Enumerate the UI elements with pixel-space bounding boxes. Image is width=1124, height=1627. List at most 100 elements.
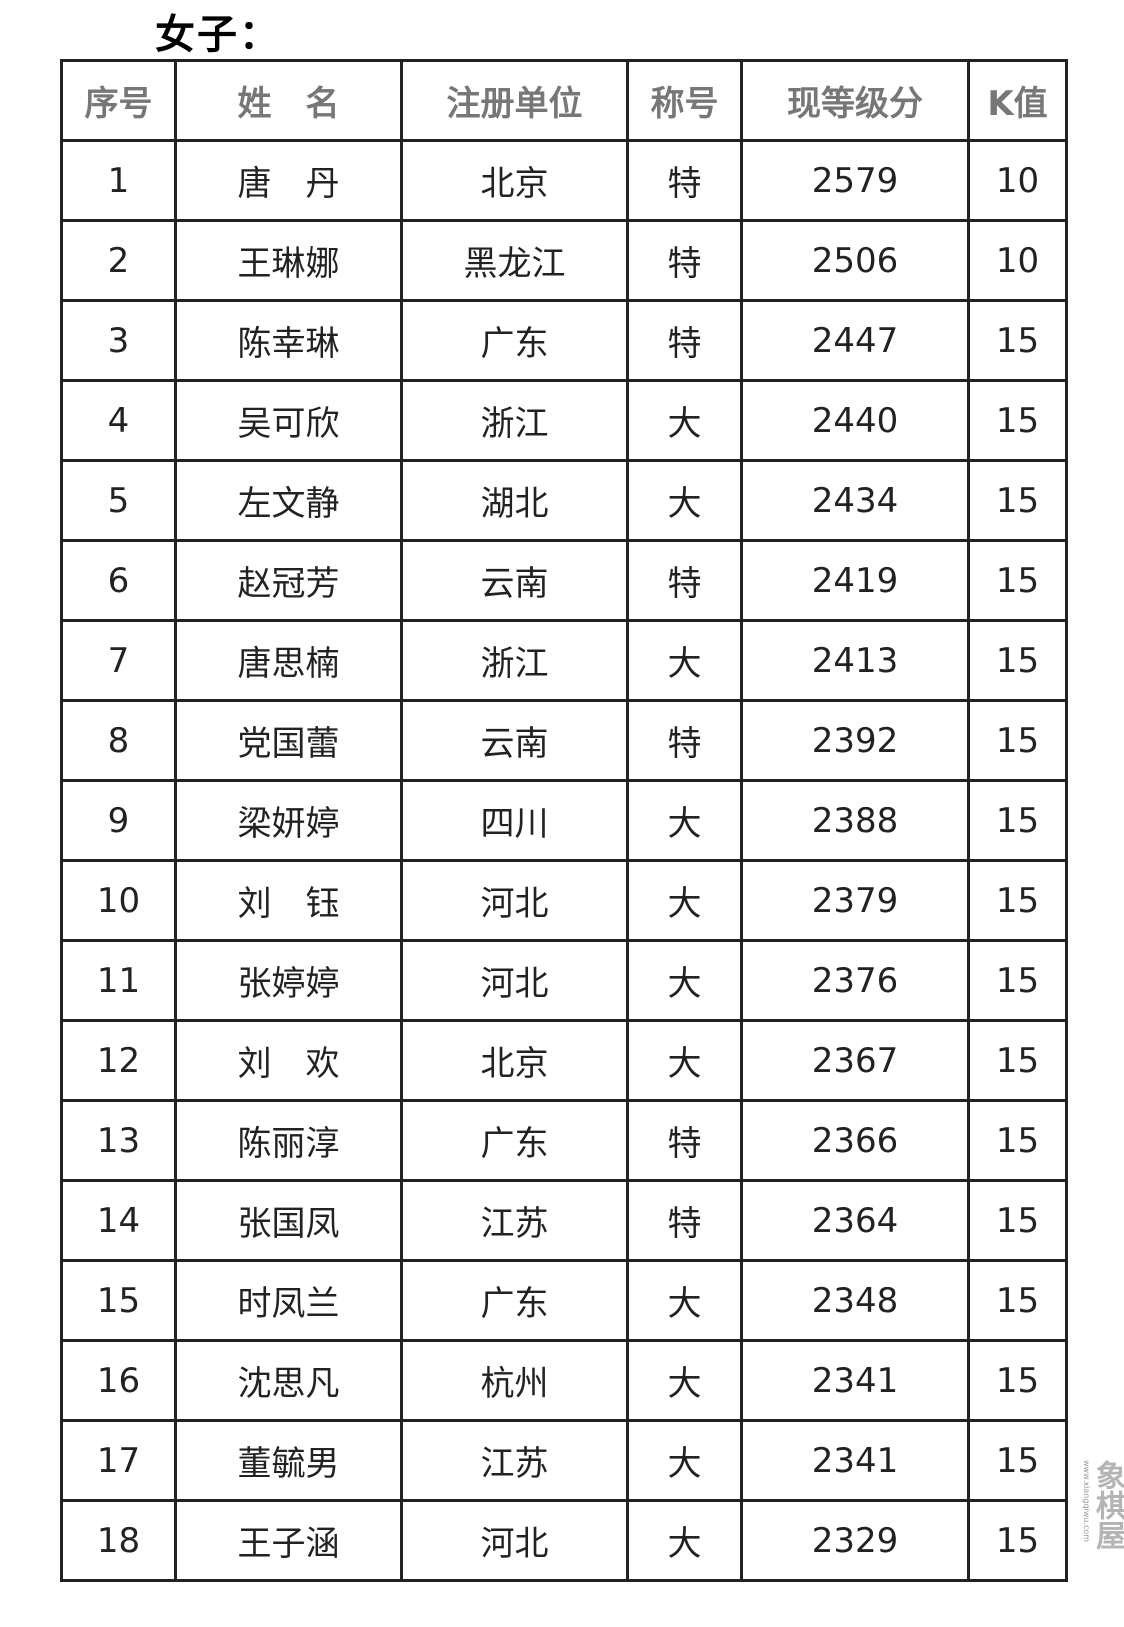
cell-k-value: 15 (967, 1179, 1068, 1262)
cell-name: 梁妍婷 (174, 779, 403, 862)
cell-title: 大 (626, 379, 743, 462)
table-row: 12 刘 欢北京大 2367 15 (60, 1019, 1068, 1102)
table-row: 9 梁妍婷 四川大 2388 15 (60, 779, 1068, 862)
cell-rating: 2341 (740, 1419, 970, 1502)
cell-k-value: 15 (967, 859, 1068, 942)
table-row: 14 张国凤 江苏特 2364 15 (60, 1179, 1068, 1262)
cell-name: 张国凤 (174, 1179, 403, 1262)
cell-name: 陈丽淳 (174, 1099, 403, 1182)
cell-rating: 2434 (740, 459, 970, 542)
table-row: 6 赵冠芳 云南特 2419 15 (60, 539, 1068, 622)
table-row: 4 吴可欣 浙江大 2440 15 (60, 379, 1068, 462)
cell-rank: 8 (60, 699, 177, 782)
cell-title: 特 (626, 139, 743, 222)
cell-name: 吴可欣 (174, 379, 403, 462)
cell-k-value: 15 (967, 459, 1068, 542)
watermark-logo: 象棋屋 www.xiangqiwu.com (1074, 1460, 1124, 1550)
cell-rating: 2447 (740, 299, 970, 382)
cell-rank: 18 (60, 1499, 177, 1582)
cell-rating: 2579 (740, 139, 970, 222)
cell-name: 王琳娜 (174, 219, 403, 302)
cell-unit: 浙江 (400, 379, 629, 462)
cell-unit: 四川 (400, 779, 629, 862)
table-row: 11 张婷婷 河北大 2376 15 (60, 939, 1068, 1022)
table-header-row: 序号姓 名注册单位 称号 现等级分 K值 (60, 59, 1068, 142)
cell-name: 沈思凡 (174, 1339, 403, 1422)
cell-title: 大 (626, 619, 743, 702)
cell-title: 特 (626, 539, 743, 622)
cell-rank: 15 (60, 1259, 177, 1342)
cell-rating: 2419 (740, 539, 970, 622)
cell-unit: 杭州 (400, 1339, 629, 1422)
table-row: 13 陈丽淳 广东特 2366 15 (60, 1099, 1068, 1182)
cell-rating: 2367 (740, 1019, 970, 1102)
cell-rating: 2413 (740, 619, 970, 702)
cell-name: 刘 钰 (174, 859, 403, 942)
cell-title: 特 (626, 699, 743, 782)
cell-unit: 河北 (400, 1499, 629, 1582)
cell-rank: 13 (60, 1099, 177, 1182)
cell-name: 张婷婷 (174, 939, 403, 1022)
cell-unit: 河北 (400, 859, 629, 942)
table-row: 10 刘 钰河北大 2379 15 (60, 859, 1068, 942)
cell-title: 大 (626, 1259, 743, 1342)
cell-rating: 2506 (740, 219, 970, 302)
watermark-url: www.xiangqiwu.com (1082, 1460, 1091, 1542)
cell-title: 特 (626, 299, 743, 382)
table-row: 3 陈幸琳 广东特 2447 15 (60, 299, 1068, 382)
cell-unit: 北京 (400, 139, 629, 222)
cell-k-value: 15 (967, 779, 1068, 862)
cell-title: 特 (626, 1099, 743, 1182)
cell-unit: 云南 (400, 539, 629, 622)
column-header-rank: 序号 (60, 59, 177, 142)
table-row: 2 王琳娜 黑龙江特 2506 10 (60, 219, 1068, 302)
cell-title: 大 (626, 1419, 743, 1502)
cell-rating: 2388 (740, 779, 970, 862)
cell-k-value: 15 (967, 699, 1068, 782)
cell-rank: 16 (60, 1339, 177, 1422)
cell-title: 大 (626, 779, 743, 862)
cell-rank: 12 (60, 1019, 177, 1102)
cell-rank: 17 (60, 1419, 177, 1502)
cell-unit: 浙江 (400, 619, 629, 702)
cell-k-value: 15 (967, 1259, 1068, 1342)
cell-k-value: 15 (967, 1499, 1068, 1582)
cell-k-value: 15 (967, 299, 1068, 382)
cell-unit: 北京 (400, 1019, 629, 1102)
cell-name: 董毓男 (174, 1419, 403, 1502)
cell-title: 大 (626, 939, 743, 1022)
table-row: 15 时凤兰 广东大 2348 15 (60, 1259, 1068, 1342)
cell-unit: 河北 (400, 939, 629, 1022)
cell-rating: 2366 (740, 1099, 970, 1182)
cell-rank: 10 (60, 859, 177, 942)
cell-name: 王子涵 (174, 1499, 403, 1582)
table-row: 8 党国蕾 云南特 2392 15 (60, 699, 1068, 782)
cell-rating: 2379 (740, 859, 970, 942)
cell-title: 特 (626, 219, 743, 302)
cell-rank: 14 (60, 1179, 177, 1262)
cell-name: 刘 欢 (174, 1019, 403, 1102)
column-header-k-value: K值 (967, 59, 1068, 142)
table-row: 17 董毓男 江苏大 2341 15 (60, 1419, 1068, 1502)
cell-rank: 2 (60, 219, 177, 302)
cell-k-value: 15 (967, 379, 1068, 462)
cell-k-value: 10 (967, 139, 1068, 222)
cell-unit: 江苏 (400, 1419, 629, 1502)
cell-unit: 广东 (400, 299, 629, 382)
cell-k-value: 15 (967, 1339, 1068, 1422)
cell-name: 唐思楠 (174, 619, 403, 702)
cell-k-value: 15 (967, 1019, 1068, 1102)
cell-rating: 2364 (740, 1179, 970, 1262)
cell-title: 大 (626, 459, 743, 542)
cell-unit: 云南 (400, 699, 629, 782)
column-header-title: 称号 (626, 59, 743, 142)
cell-name: 时凤兰 (174, 1259, 403, 1342)
cell-name: 左文静 (174, 459, 403, 542)
cell-rating: 2348 (740, 1259, 970, 1342)
cell-rating: 2376 (740, 939, 970, 1022)
cell-unit: 江苏 (400, 1179, 629, 1262)
cell-k-value: 10 (967, 219, 1068, 302)
cell-rank: 3 (60, 299, 177, 382)
